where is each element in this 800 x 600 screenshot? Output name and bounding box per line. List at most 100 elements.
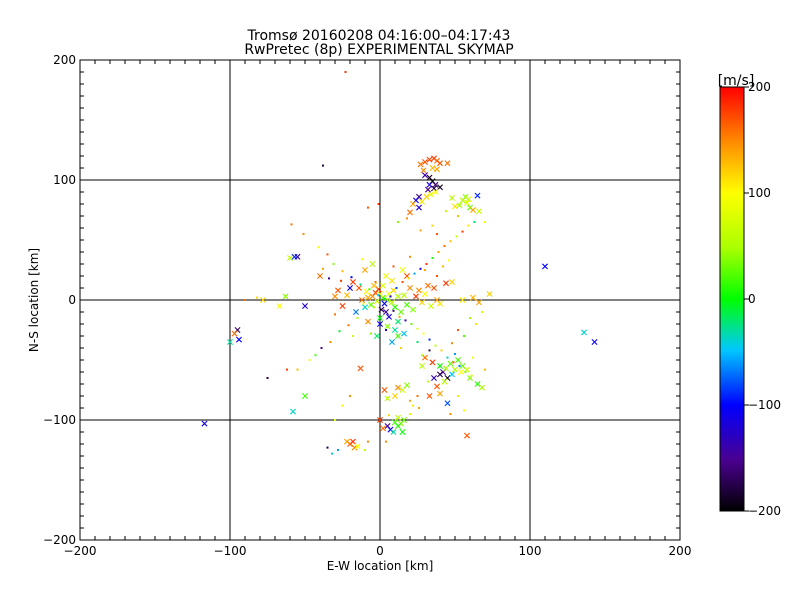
data-point-cross: [437, 184, 443, 191]
data-point-cross: [449, 195, 455, 201]
data-point-dot: [449, 413, 452, 415]
y-tick-label: 0: [68, 293, 76, 307]
data-point-dot: [266, 377, 269, 379]
data-point-cross: [416, 204, 422, 211]
data-point-cross: [344, 438, 350, 445]
data-point-dot: [338, 330, 341, 333]
data-point-cross: [356, 285, 362, 291]
data-point-dot: [350, 276, 353, 279]
data-point-dot: [470, 374, 473, 377]
data-point-dot: [454, 353, 456, 355]
data-point-dot: [413, 272, 416, 275]
data-point-cross: [425, 186, 431, 193]
data-point-cross: [437, 390, 443, 397]
grid-lines: [80, 60, 680, 540]
data-point-cross: [390, 429, 397, 435]
data-point-dot: [440, 349, 443, 352]
data-point-cross: [452, 366, 458, 373]
data-point-cross: [410, 201, 416, 207]
data-point-dot: [451, 342, 453, 345]
data-point-cross: [420, 167, 427, 174]
data-point-cross: [449, 371, 455, 378]
data-point-cross: [362, 304, 368, 311]
data-point-dot: [484, 221, 486, 223]
data-point-dot: [337, 449, 339, 451]
data-point-dot: [341, 404, 344, 407]
data-point-cross: [347, 285, 353, 291]
data-point-cross: [464, 432, 470, 439]
data-point-cross: [383, 273, 389, 279]
x-tick-label: 200: [669, 544, 692, 558]
data-point-cross: [260, 297, 266, 303]
data-point-cross: [332, 293, 338, 300]
data-point-dot: [410, 323, 413, 325]
data-point-dot: [421, 354, 423, 357]
data-point-cross: [395, 414, 401, 421]
data-point-dot: [422, 332, 425, 335]
x-tick-label: −100: [214, 544, 247, 558]
data-point-cross: [383, 309, 389, 315]
data-point-dot: [431, 257, 434, 259]
data-point-dot: [322, 267, 324, 270]
data-point-cross: [357, 365, 364, 372]
data-point-dot: [481, 311, 483, 313]
data-point-dot: [320, 347, 323, 349]
data-point-dot: [401, 281, 404, 283]
axis-ticks: [80, 60, 680, 540]
data-point-cross: [425, 282, 431, 289]
data-point-cross: [407, 285, 413, 291]
data-point-dot: [383, 297, 386, 300]
data-point-cross: [404, 382, 410, 389]
data-point-cross: [369, 261, 376, 267]
data-point-dot: [359, 283, 362, 286]
data-point-dot: [368, 288, 371, 291]
data-point-dot: [352, 335, 354, 337]
data-point-cross: [437, 300, 443, 307]
data-point-dot: [446, 356, 449, 359]
data-point-dot: [436, 275, 438, 277]
data-point-cross: [417, 161, 424, 168]
data-point-cross: [476, 208, 482, 215]
data-point-cross: [476, 299, 482, 306]
data-point-cross: [401, 417, 407, 423]
data-point-dot: [308, 359, 311, 361]
data-point-cross: [426, 393, 433, 399]
data-point-dot: [395, 287, 398, 289]
data-point-cross: [479, 384, 485, 391]
data-point-cross: [419, 299, 425, 306]
data-point-dot: [392, 309, 395, 312]
data-point-cross: [399, 387, 406, 393]
chart-title: Tromsø 20160208 04:16:00–04:17:43: [247, 28, 511, 44]
data-point-cross: [390, 287, 397, 294]
data-point-dot: [406, 217, 408, 220]
data-point-dot: [442, 265, 444, 268]
data-point-cross: [389, 339, 395, 345]
data-point-dot: [475, 323, 477, 325]
data-point-cross: [374, 298, 380, 305]
data-point-dot: [431, 224, 434, 227]
data-point-dot: [455, 235, 458, 238]
data-point-cross: [363, 288, 370, 295]
data-point-cross: [231, 330, 238, 337]
data-point-cross: [371, 282, 377, 289]
data-point-cross: [437, 363, 443, 369]
y-tick-label: 100: [53, 173, 76, 187]
data-point-cross: [350, 279, 356, 285]
data-point-cross: [431, 375, 437, 381]
data-point-dot: [326, 253, 329, 256]
data-point-dot: [457, 329, 459, 331]
data-point-dot: [290, 223, 293, 226]
data-point-cross: [432, 181, 439, 188]
data-point-dot: [385, 440, 387, 443]
data-point-cross: [452, 203, 458, 210]
data-point-cross: [422, 172, 428, 179]
data-point-dot: [361, 258, 363, 261]
data-point-cross: [386, 313, 392, 320]
data-point-cross: [381, 300, 388, 307]
data-point-dot: [416, 327, 419, 330]
data-point-cross: [353, 309, 359, 315]
y-tick-label: −200: [43, 533, 76, 547]
data-point-dot: [332, 263, 335, 265]
data-point-dot: [286, 368, 288, 371]
data-point-cross: [392, 327, 398, 333]
